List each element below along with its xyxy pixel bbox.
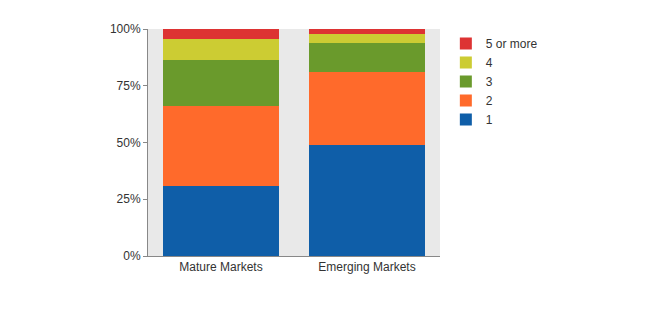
svg-text:5 or more: 5 or more [486, 37, 538, 51]
svg-text:50%: 50% [117, 136, 141, 150]
svg-text:3: 3 [486, 75, 493, 89]
svg-text:25%: 25% [117, 192, 141, 206]
svg-text:Emerging Markets: Emerging Markets [318, 260, 415, 274]
svg-text:2: 2 [486, 94, 493, 108]
svg-text:100%: 100% [110, 22, 141, 36]
svg-text:4: 4 [486, 56, 493, 70]
svg-text:1: 1 [486, 113, 493, 127]
svg-text:0%: 0% [123, 249, 141, 263]
svg-text:Mature Markets: Mature Markets [179, 260, 262, 274]
svg-text:75%: 75% [117, 79, 141, 93]
